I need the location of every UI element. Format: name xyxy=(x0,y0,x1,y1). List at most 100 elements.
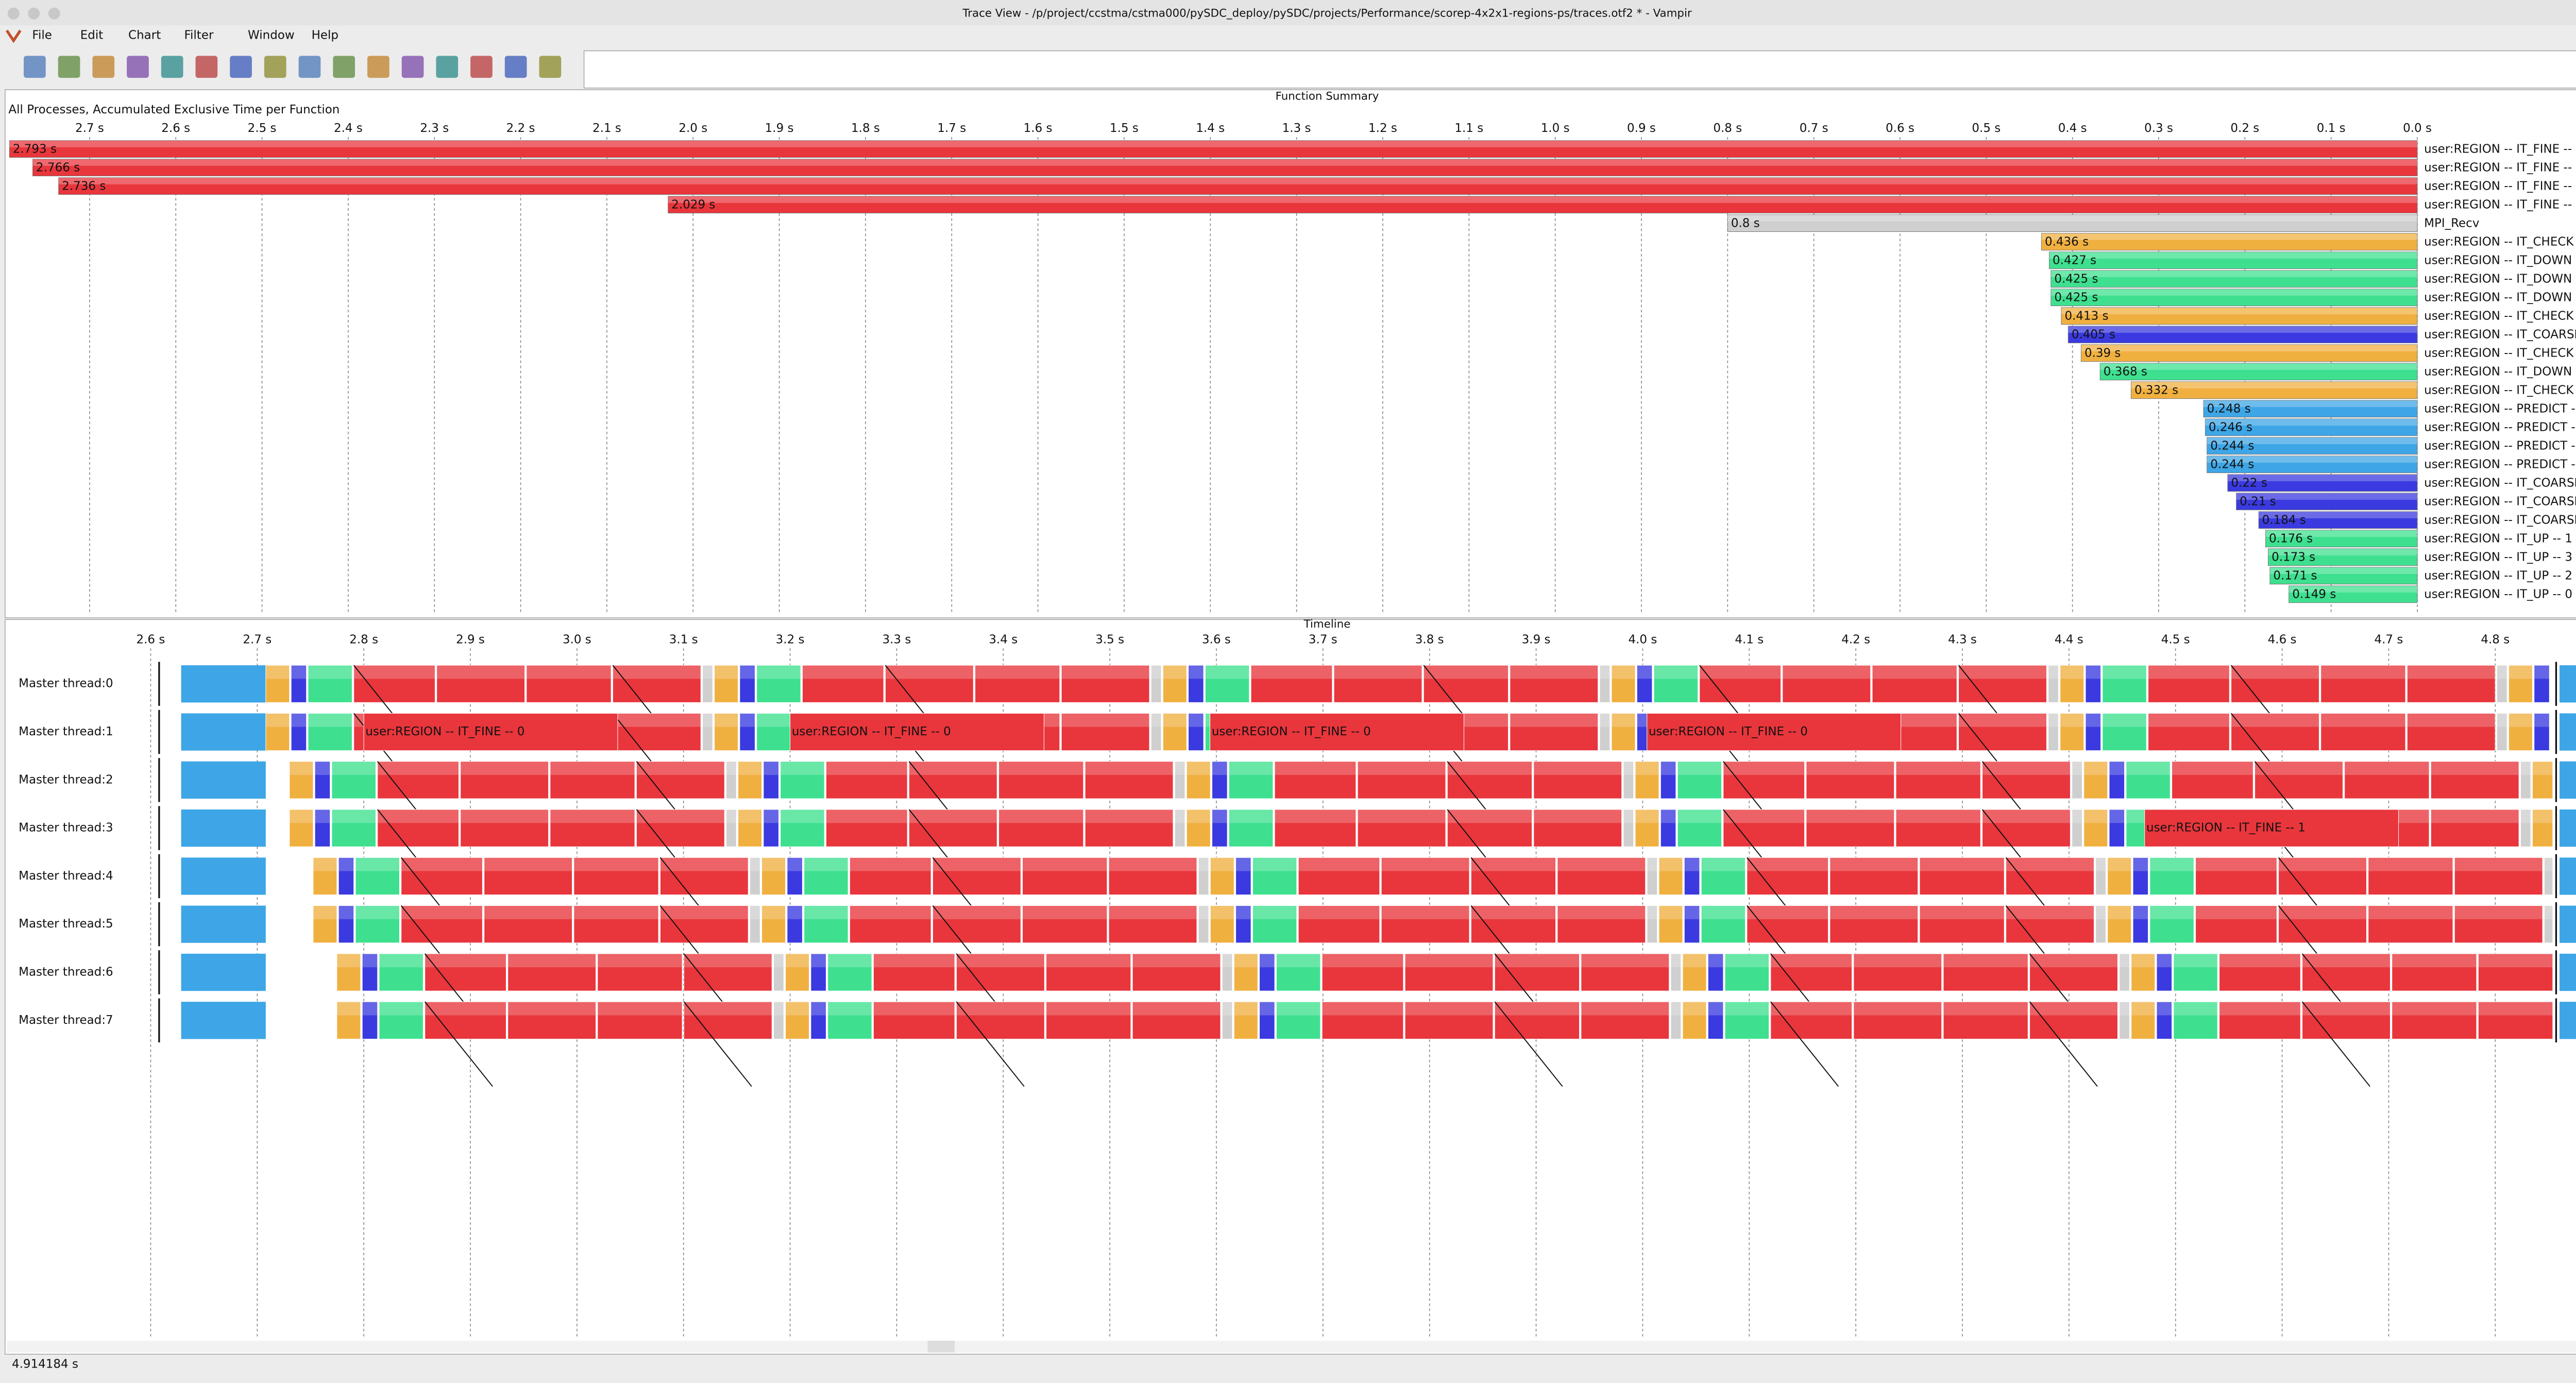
category-label: user:REGION -- IT_CHECK -- 3 xyxy=(2424,347,2576,360)
segment-gloss xyxy=(2095,857,2106,871)
segment xyxy=(1636,665,1653,703)
x-tick-label: 2.0 s xyxy=(679,122,707,135)
segment-gloss xyxy=(362,1002,378,1016)
segment-gloss xyxy=(265,665,290,679)
h-scrollbar[interactable] xyxy=(7,1340,2576,1353)
segment-gloss xyxy=(2497,665,2507,679)
toolbar-button[interactable] xyxy=(539,56,562,78)
minimize-button[interactable] xyxy=(28,7,40,20)
segment xyxy=(2454,905,2543,943)
segment-gloss xyxy=(827,1002,872,1016)
value-label: 0.184 s xyxy=(2262,514,2306,527)
segment-gloss xyxy=(315,761,330,775)
summary-bar xyxy=(32,159,2418,177)
segment-gloss xyxy=(1132,1002,1221,1016)
segment-gloss xyxy=(1212,761,1228,775)
segment-gloss xyxy=(1647,857,1657,871)
x-tick-label: 0.7 s xyxy=(1800,122,1828,135)
segment xyxy=(425,1001,506,1039)
menu-item[interactable]: Filter xyxy=(184,28,213,42)
toolbar-button[interactable] xyxy=(195,56,218,78)
segment-gloss xyxy=(1212,809,1228,823)
segment xyxy=(1228,761,1274,799)
toolbar-button[interactable] xyxy=(504,56,527,78)
segment-gloss xyxy=(1708,953,1723,968)
summary-bar xyxy=(2265,530,2418,548)
menu-item[interactable]: Window xyxy=(248,28,295,42)
close-button[interactable] xyxy=(7,7,20,20)
app-logo xyxy=(5,29,22,43)
segment xyxy=(2508,713,2533,751)
menu-bar: File Edit Chart Filter Window Help xyxy=(5,28,338,43)
category-label: user:REGION -- IT_COARSE -- 2 xyxy=(2424,495,2576,509)
category-label: user:REGION -- IT_CHECK -- 0 xyxy=(2424,384,2576,397)
segment xyxy=(2534,713,2550,751)
segment-gloss xyxy=(315,809,330,823)
toolbar-button[interactable] xyxy=(298,56,321,78)
message-line xyxy=(956,1001,1025,1087)
value-label: 0.405 s xyxy=(2072,328,2115,342)
segment xyxy=(1447,761,1533,799)
scroll-thumb[interactable] xyxy=(927,1340,955,1353)
menu-item[interactable]: File xyxy=(32,28,52,42)
toolbar-button[interactable] xyxy=(367,56,389,78)
segment xyxy=(726,809,737,847)
segment xyxy=(1599,713,1611,751)
segment-gloss xyxy=(332,809,376,823)
x-tick-label: 1.3 s xyxy=(1282,122,1311,135)
x-tick-label: 2.8 s xyxy=(349,633,378,646)
toolbar-button[interactable] xyxy=(333,56,355,78)
segment-gloss xyxy=(2454,857,2543,871)
zoom-button[interactable] xyxy=(48,7,60,20)
segment-gloss xyxy=(1557,905,1646,919)
segment xyxy=(873,1001,955,1039)
toolbar-button[interactable] xyxy=(436,56,459,78)
toolbar-button[interactable] xyxy=(401,56,424,78)
thread-label: Master thread:2 xyxy=(19,773,113,786)
segment xyxy=(1212,761,1228,799)
segment-gloss xyxy=(1210,905,1234,919)
toolbar-button[interactable] xyxy=(58,56,80,78)
segment xyxy=(1188,665,1204,703)
x-tick-label: 4.7 s xyxy=(2375,633,2403,646)
summary-bar xyxy=(2207,456,2418,474)
toolbar-button[interactable] xyxy=(470,56,493,78)
category-label: user:REGION -- IT_FINE -- 2 xyxy=(2424,143,2576,156)
toolbar-button[interactable] xyxy=(127,56,149,78)
x-tick-label: 2.2 s xyxy=(506,122,535,135)
segment xyxy=(1259,953,1275,991)
segment xyxy=(1235,905,1251,943)
toolbar-button[interactable] xyxy=(92,56,115,78)
segment xyxy=(573,857,659,896)
segment xyxy=(2532,761,2553,799)
segment xyxy=(1162,665,1187,703)
segment xyxy=(1895,761,1981,799)
toolbar-button[interactable] xyxy=(230,56,252,78)
summary-bar xyxy=(2041,233,2418,251)
toolbar-button[interactable] xyxy=(264,56,286,78)
toolbar-button[interactable] xyxy=(161,56,183,78)
x-tick-label: 2.6 s xyxy=(137,633,165,646)
segment xyxy=(2149,857,2194,896)
segment xyxy=(2085,665,2102,703)
segment-gloss xyxy=(1275,761,1356,775)
value-label: 2.029 s xyxy=(671,198,715,212)
segment xyxy=(362,1001,378,1039)
segment-gloss xyxy=(2048,665,2059,679)
segment-gloss xyxy=(2131,1002,2155,1016)
menu-item[interactable]: Edit xyxy=(80,28,104,42)
message-line xyxy=(424,1001,493,1087)
toolbar-button[interactable] xyxy=(24,56,46,78)
segment-gloss xyxy=(763,761,779,775)
segment-gloss xyxy=(2148,713,2230,727)
segment xyxy=(265,713,290,751)
segment xyxy=(1198,905,1209,943)
menu-item[interactable]: Help xyxy=(312,28,338,42)
segment xyxy=(2560,1002,2576,1039)
segment-gloss xyxy=(2231,713,2319,727)
segment-gloss xyxy=(2126,761,2171,775)
bar-gloss xyxy=(2049,251,2417,259)
menu-item[interactable]: Chart xyxy=(128,28,161,42)
bar-gloss xyxy=(2204,400,2417,407)
segment-gloss xyxy=(956,953,1045,968)
